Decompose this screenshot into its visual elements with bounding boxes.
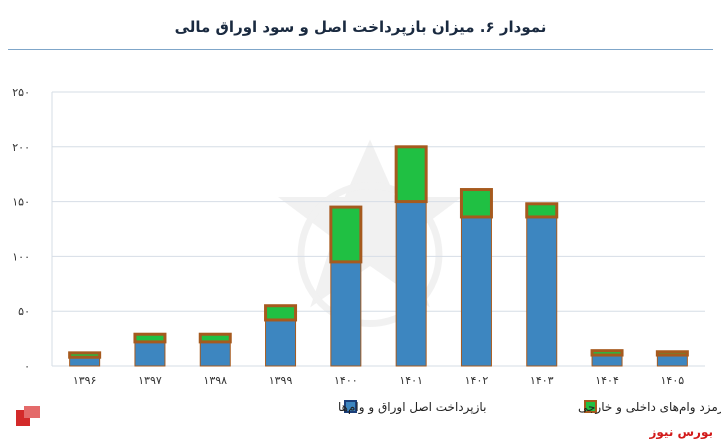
- y-axis-ticks: ۰ ۵۰ ۱۰۰ ۱۵۰ ۲۰۰ ۲۵۰: [12, 86, 30, 373]
- bar-principal: [134, 341, 166, 367]
- y-tick-label: ۱۵۰: [12, 196, 30, 209]
- x-tick-label: ۱۴۰۲: [465, 374, 489, 387]
- watermark-emblem-icon: [278, 139, 462, 327]
- legend-swatch-interest: [584, 400, 597, 413]
- source-label: بورس نیوز: [649, 425, 713, 439]
- bar-principal: [591, 354, 623, 367]
- legend-swatch-principal: [344, 400, 357, 413]
- legend-label-interest: سود و کارمزد وام‌های داخلی و خارجی: [578, 400, 721, 415]
- bar-principal: [199, 341, 231, 367]
- x-tick-label: ۱۴۰۰: [334, 374, 358, 387]
- y-tick-label: ۱۰۰: [12, 250, 30, 263]
- bars: [68, 145, 689, 367]
- bar-principal: [395, 201, 427, 367]
- gridlines: [51, 91, 705, 367]
- bar-interest: [264, 304, 298, 322]
- y-tick-label: ۲۰۰: [12, 141, 30, 154]
- x-tick-label: ۱۴۰۳: [530, 374, 554, 387]
- x-tick-label: ۱۳۹۷: [138, 374, 162, 387]
- title-divider: [8, 49, 713, 50]
- bar-principal: [330, 261, 362, 367]
- x-tick-label: ۱۳۹۸: [203, 374, 227, 387]
- y-tick-label: ۵۰: [18, 305, 30, 318]
- bar-interest: [394, 145, 428, 204]
- bar-principal: [265, 319, 297, 367]
- bar-principal: [460, 216, 492, 367]
- legend: بازپرداخت اصل اوراق و وام‌ها سود و کارمزد…: [338, 400, 721, 415]
- x-tick-label: ۱۳۹۹: [269, 374, 293, 387]
- bar-interest: [133, 332, 167, 344]
- bar-interest: [68, 351, 102, 359]
- bar-interest: [329, 205, 363, 264]
- bar-principal: [526, 216, 558, 367]
- bar-interest: [525, 202, 559, 219]
- bar-principal: [656, 354, 688, 367]
- x-tick-label: ۱۴۰۱: [399, 374, 423, 387]
- bar-interest: [590, 349, 624, 357]
- bar-interest: [655, 350, 689, 357]
- legend-label-principal: بازپرداخت اصل اوراق و وام‌ها: [338, 400, 486, 415]
- bar-interest: [459, 188, 493, 219]
- x-tick-label: ۱۴۰۵: [661, 374, 685, 387]
- publisher-logo-icon: [16, 406, 40, 426]
- x-tick-label: ۱۳۹۶: [73, 374, 97, 387]
- y-tick-label: ۰: [24, 360, 30, 373]
- x-axis-ticks: ۱۳۹۶ ۱۳۹۷ ۱۳۹۸ ۱۳۹۹ ۱۴۰۰ ۱۴۰۱ ۱۴۰۲ ۱۴۰۳ ۱۴۰۴ ۱۴۰۵: [73, 374, 684, 387]
- bar-interest: [198, 332, 232, 344]
- chart-title: نمودار ۶. میزان بازپرداخت اصل و سود اورا…: [174, 18, 547, 36]
- y-tick-label: ۲۵۰: [12, 86, 30, 99]
- x-tick-label: ۱۴۰۴: [595, 374, 619, 387]
